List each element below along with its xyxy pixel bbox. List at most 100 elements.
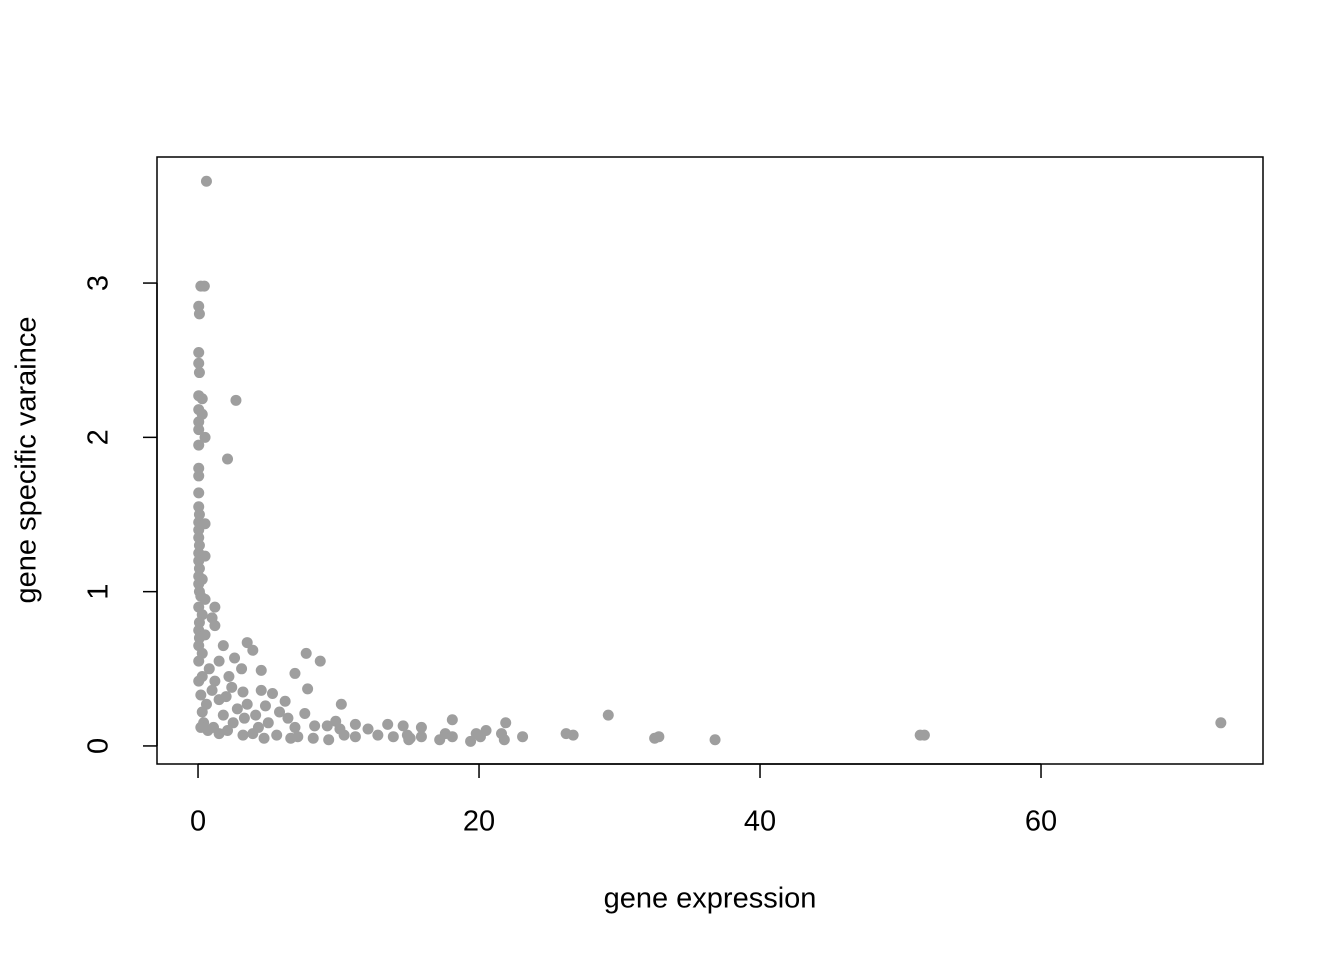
point — [193, 367, 205, 379]
point — [279, 695, 291, 707]
point — [446, 731, 458, 743]
point — [567, 729, 579, 741]
y-tick-label: 3 — [83, 275, 115, 291]
point — [299, 708, 311, 720]
point — [226, 681, 238, 693]
point — [262, 717, 274, 729]
point — [193, 416, 205, 428]
point — [255, 684, 267, 696]
point — [198, 280, 210, 292]
point — [259, 700, 271, 712]
point — [255, 664, 267, 676]
point — [237, 686, 249, 698]
y-axis-label: gene specific varaince — [11, 317, 43, 604]
point — [241, 637, 253, 649]
y-tick-label: 2 — [83, 429, 115, 445]
point — [193, 462, 205, 474]
point — [195, 689, 207, 701]
point — [193, 655, 205, 667]
point — [203, 663, 215, 675]
point — [217, 709, 229, 721]
point — [397, 720, 409, 732]
point — [602, 709, 614, 721]
y-tick-label: 0 — [83, 738, 115, 754]
point — [334, 723, 346, 735]
y-tick-label: 1 — [83, 584, 115, 600]
point — [227, 717, 239, 729]
point — [196, 706, 208, 718]
x-tick-label: 40 — [744, 806, 776, 838]
point — [271, 729, 283, 741]
point — [653, 731, 665, 743]
point — [223, 671, 235, 683]
point — [195, 721, 207, 733]
point — [349, 731, 361, 743]
point — [199, 593, 211, 605]
point — [372, 729, 384, 741]
point — [289, 721, 301, 733]
point — [266, 687, 278, 699]
point — [309, 720, 321, 732]
point — [231, 703, 243, 715]
point — [382, 718, 394, 730]
point — [434, 734, 446, 746]
point — [209, 675, 221, 687]
point — [206, 684, 218, 696]
point — [323, 734, 335, 746]
point — [709, 734, 721, 746]
point — [230, 394, 242, 406]
point — [193, 424, 205, 436]
x-axis-label: gene expression — [604, 883, 817, 915]
point — [285, 732, 297, 744]
point — [193, 357, 205, 369]
point — [258, 732, 270, 744]
point — [193, 524, 205, 536]
point — [289, 667, 301, 679]
x-tick-label: 60 — [1025, 806, 1057, 838]
point — [250, 709, 262, 721]
point — [307, 732, 319, 744]
point — [500, 717, 512, 729]
point — [918, 729, 930, 741]
point — [282, 712, 294, 724]
x-tick-label: 0 — [190, 806, 206, 838]
point — [222, 453, 234, 465]
point — [517, 731, 529, 743]
point — [207, 721, 219, 733]
point — [193, 346, 205, 358]
point — [274, 706, 286, 718]
point — [193, 439, 205, 451]
point — [335, 698, 347, 710]
point — [415, 721, 427, 733]
point — [193, 675, 205, 687]
point — [321, 720, 333, 732]
point — [229, 652, 241, 664]
x-tick-label: 20 — [463, 806, 495, 838]
point — [1215, 717, 1227, 729]
point — [446, 714, 458, 726]
point — [193, 487, 205, 499]
point — [193, 308, 205, 320]
point — [238, 712, 250, 724]
point — [241, 698, 253, 710]
point — [387, 731, 399, 743]
point — [213, 694, 225, 706]
point — [252, 721, 264, 733]
point — [403, 734, 415, 746]
point — [362, 723, 374, 735]
point — [213, 655, 225, 667]
point — [237, 729, 249, 741]
point — [217, 640, 229, 652]
point — [247, 644, 259, 656]
point — [200, 175, 212, 187]
point — [199, 431, 211, 443]
point — [498, 734, 510, 746]
point — [209, 620, 221, 632]
point — [209, 601, 221, 613]
point — [196, 393, 208, 405]
point — [474, 731, 486, 743]
point — [465, 735, 477, 747]
point — [415, 731, 427, 743]
plot-frame — [156, 156, 1264, 765]
